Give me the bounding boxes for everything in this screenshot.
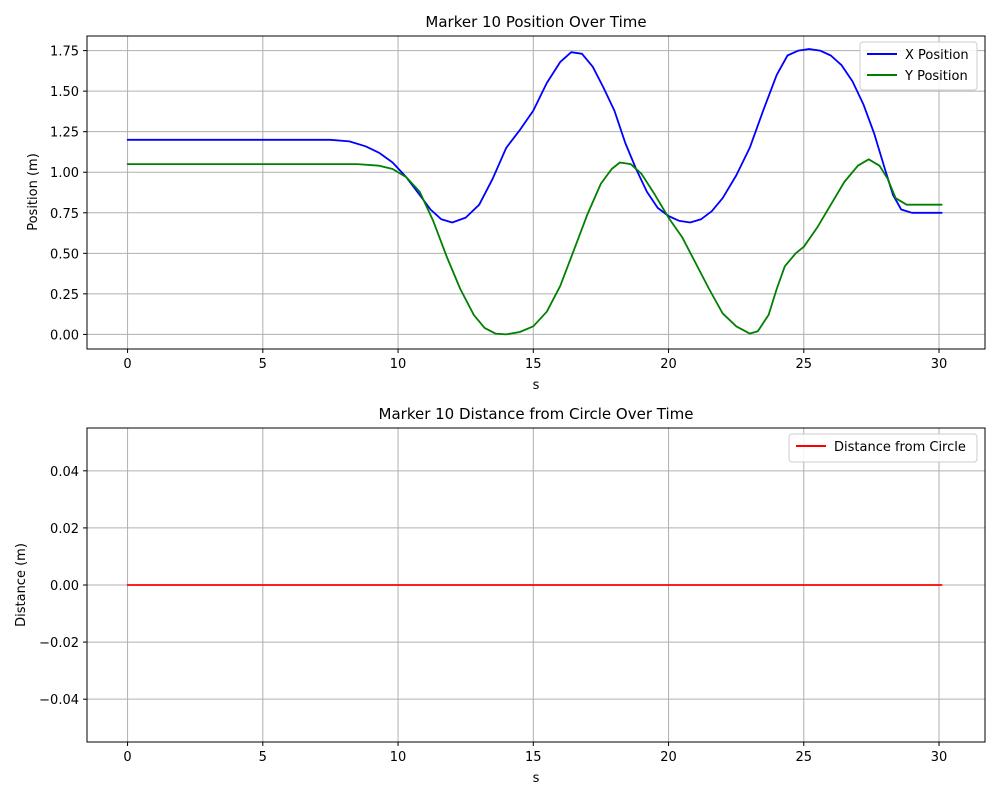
y-tick-label: −0.02: [39, 636, 79, 651]
legend-box: [788, 433, 978, 463]
legend: X Position Y Position: [859, 41, 978, 91]
y-tick-label: 1.00: [50, 166, 79, 181]
distance-chart: Marker 10 Distance from Circle Over Time…: [14, 405, 986, 786]
x-tick-label: 30: [931, 357, 948, 372]
grid: [87, 36, 985, 349]
y-tick-label: 0.25: [50, 288, 79, 303]
x-tick-label: 5: [259, 357, 267, 372]
y-tick-label: 1.25: [50, 126, 79, 141]
tick-labels: 0 5 10 15 20 25 30 0.00 0.25 0.50 0.75 1.00 1.25 1.50…: [50, 45, 947, 372]
y-tick-label: 1.75: [50, 45, 79, 60]
x-tick-label: 20: [660, 357, 677, 372]
x-tick-label: 10: [390, 357, 407, 372]
x-tick-label: 15: [525, 750, 542, 765]
x-tick-label: 30: [931, 750, 948, 765]
x-tick-label: 0: [123, 357, 131, 372]
x-tick-label: 5: [259, 750, 267, 765]
y-tick-label: 0.00: [50, 328, 79, 343]
x-axis-label: s: [533, 378, 540, 393]
x-tick-label: 0: [123, 750, 131, 765]
x-tick-label: 25: [796, 750, 813, 765]
y-tick-label: 0.75: [50, 207, 79, 222]
series-line-y-position: [126, 158, 943, 336]
series-group: [126, 48, 943, 336]
legend-entry: Y Position: [904, 69, 968, 84]
chart-title: Marker 10 Distance from Circle Over Time: [379, 405, 694, 423]
x-axis-label: s: [533, 771, 540, 786]
x-tick-label: 20: [660, 750, 677, 765]
y-tick-label: −0.04: [39, 693, 79, 708]
y-axis-label: Position (m): [26, 153, 41, 231]
chart-title: Marker 10 Position Over Time: [425, 13, 646, 31]
legend: Distance from Circle: [788, 433, 978, 463]
plot-frame: [86, 35, 986, 350]
x-tick-label: 25: [796, 357, 813, 372]
legend-entry: X Position: [905, 48, 969, 63]
tick-labels: 0 5 10 15 20 25 30 −0.04 −0.02 0.00 0.02 0.04: [39, 465, 947, 765]
y-tick-label: 0.04: [50, 465, 79, 480]
x-tick-label: 15: [525, 357, 542, 372]
legend-entry: Distance from Circle: [834, 440, 966, 455]
y-tick-label: 0.02: [50, 522, 79, 537]
y-tick-label: 0.00: [50, 579, 79, 594]
y-tick-label: 1.50: [50, 85, 79, 100]
y-tick-label: 0.50: [50, 247, 79, 262]
position-chart: Marker 10 Position Over Time 0 5 10 15 20 25 3…: [26, 13, 986, 393]
y-axis-label: Distance (m): [14, 543, 29, 627]
x-tick-label: 10: [390, 750, 407, 765]
series-line-x-position: [126, 48, 943, 224]
